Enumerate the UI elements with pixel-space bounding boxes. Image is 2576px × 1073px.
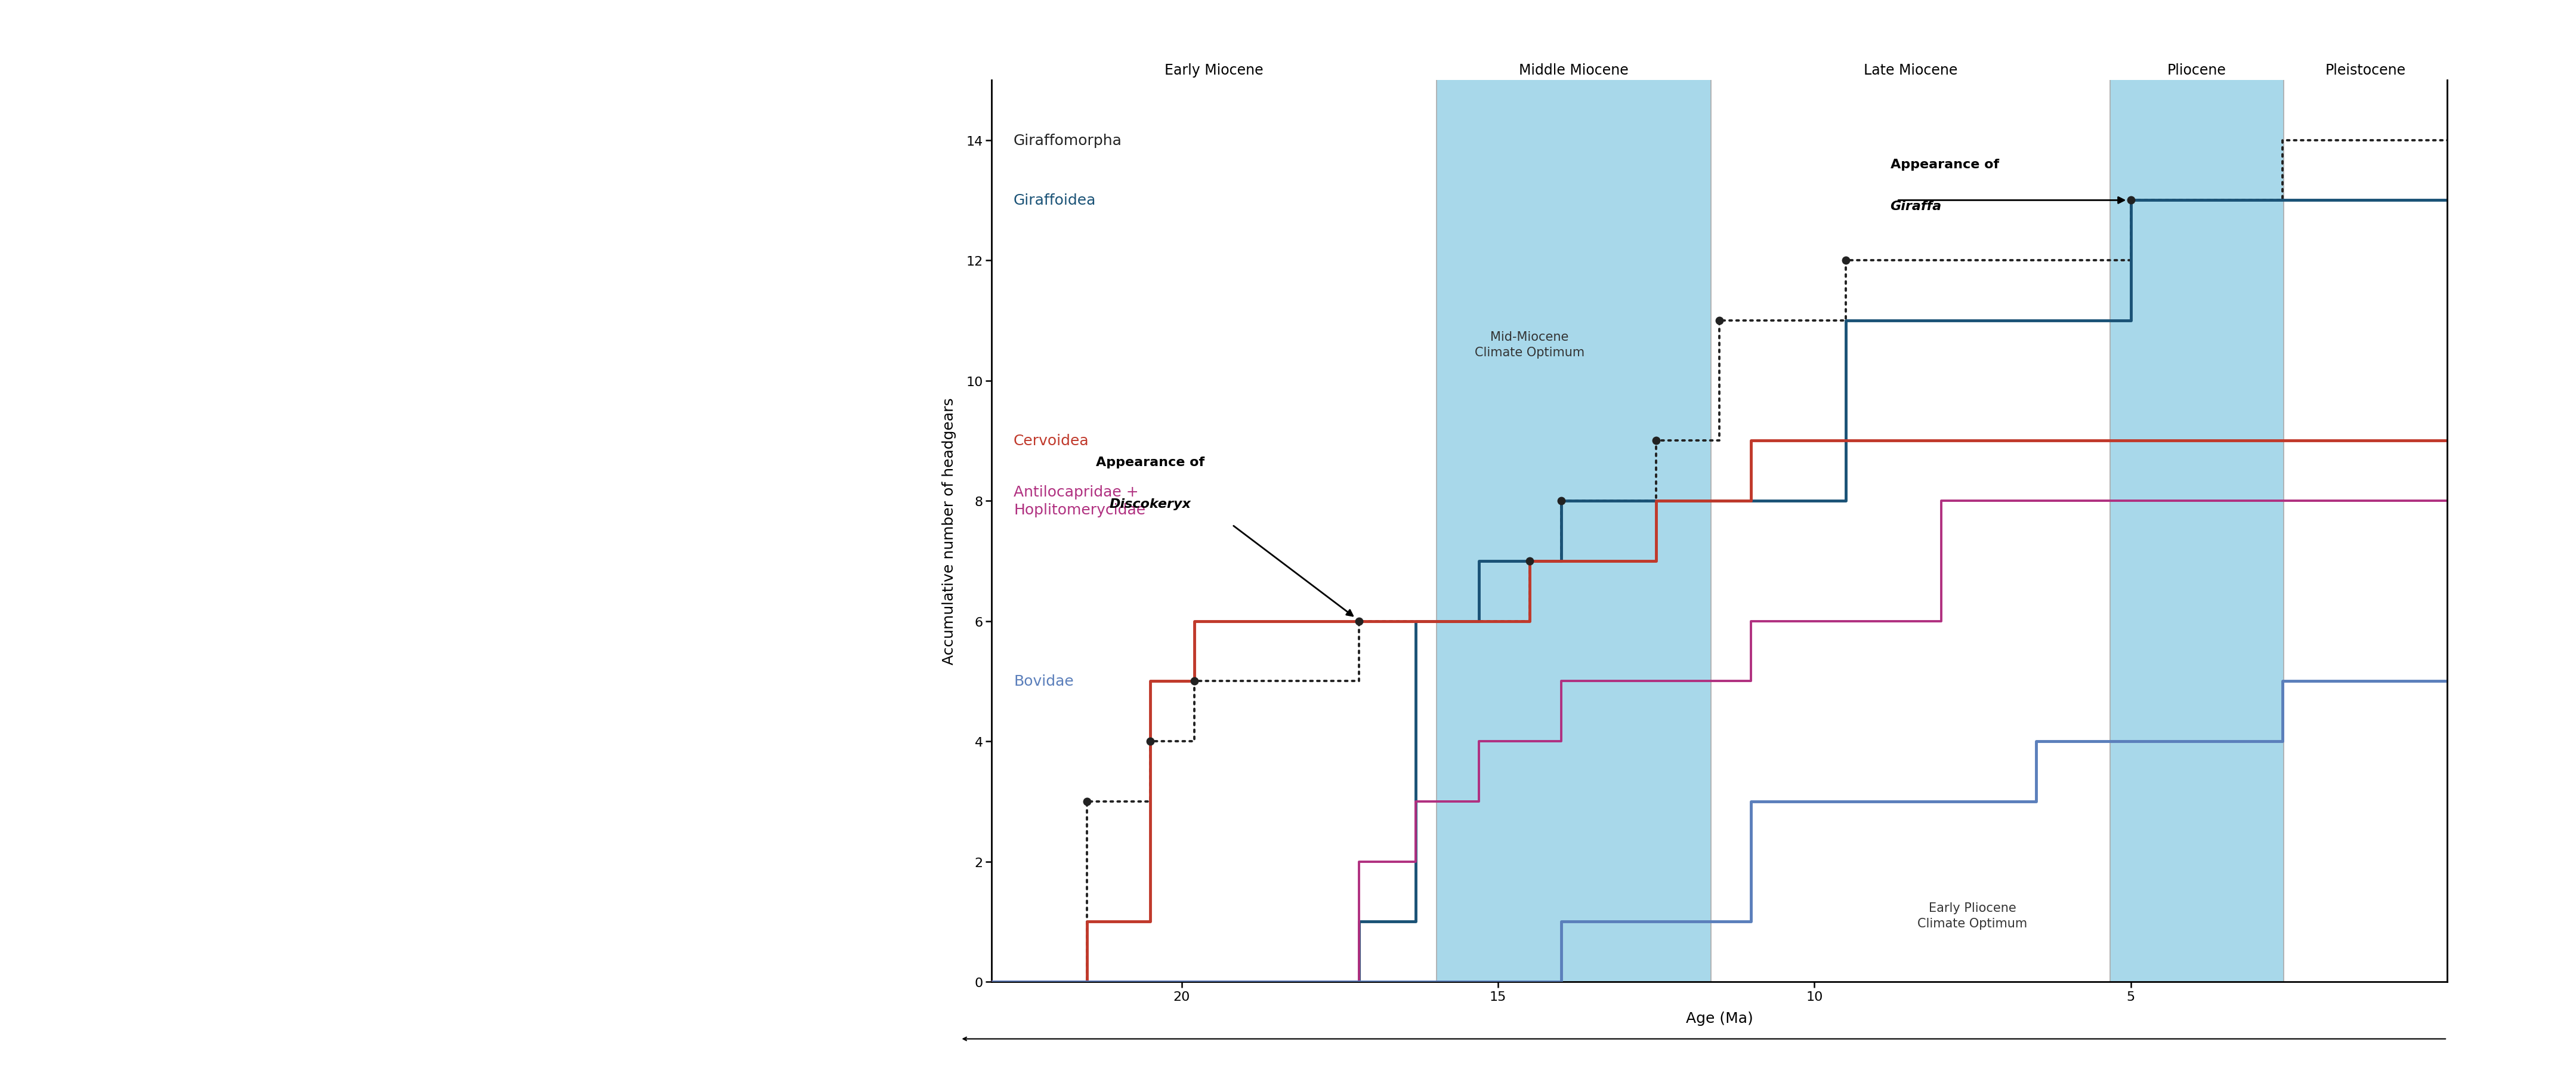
Text: Appearance of: Appearance of: [1891, 159, 1999, 171]
Y-axis label: Accumulative number of headgears: Accumulative number of headgears: [943, 398, 956, 664]
Text: Early Pliocene
Climate Optimum: Early Pliocene Climate Optimum: [1917, 902, 2027, 929]
Text: Appearance of: Appearance of: [1095, 456, 1206, 468]
Bar: [2110, 80, 2285, 982]
Bar: [1437, 80, 1710, 982]
Text: Bovidae: Bovidae: [1012, 674, 1074, 689]
Text: Pleistocene: Pleistocene: [2326, 63, 2406, 77]
Text: Middle Miocene: Middle Miocene: [1520, 63, 1628, 77]
Text: Giraffomorpha: Giraffomorpha: [1012, 133, 1123, 148]
Text: Early Miocene: Early Miocene: [1164, 63, 1262, 77]
Text: Giraffoidea: Giraffoidea: [1012, 193, 1097, 208]
Text: Mid-Miocene
Climate Optimum: Mid-Miocene Climate Optimum: [1473, 332, 1584, 358]
Text: Antilocapridae +
Hoplitomerycidae: Antilocapridae + Hoplitomerycidae: [1012, 485, 1146, 517]
Text: Cervoidea: Cervoidea: [1012, 433, 1090, 449]
Text: Discokeryx: Discokeryx: [1110, 498, 1190, 510]
Text: Pliocene: Pliocene: [2166, 63, 2226, 77]
X-axis label: Age (Ma): Age (Ma): [1685, 1011, 1754, 1025]
Text: Giraffa: Giraffa: [1891, 201, 1942, 212]
Text: Late Miocene: Late Miocene: [1862, 63, 1958, 77]
